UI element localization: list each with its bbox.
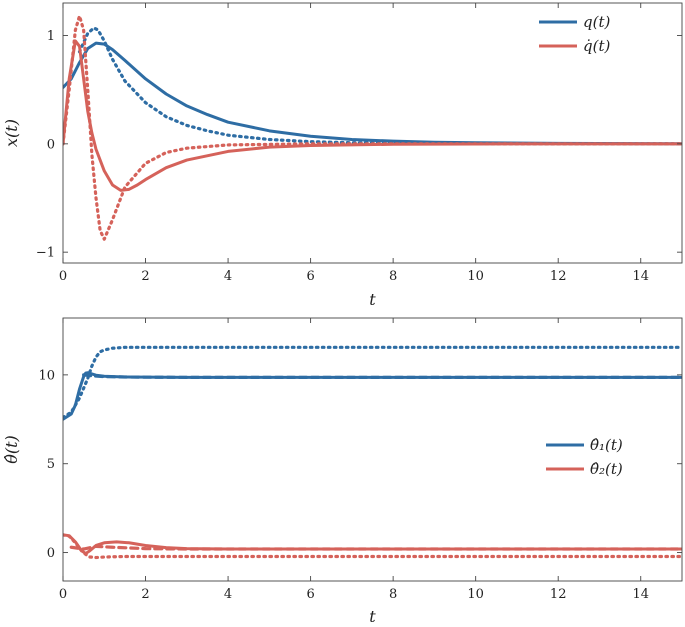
x-tick-label: 14 — [632, 269, 649, 284]
x-tick-label: 6 — [306, 269, 314, 284]
series-line-red-dashed — [69, 544, 682, 551]
series-line-blue-dashed — [82, 373, 682, 379]
series-line-blue-solid — [63, 41, 682, 146]
top-panel-x-of-t: 0 2 4 6 8 10 12 14 −1 0 1 t x(t) q(t) q̇(t) — [2, 2, 683, 309]
y-axis-label: θ̂(t) — [2, 435, 21, 464]
x-tick-label: 12 — [550, 587, 567, 602]
y-tick-label: −1 — [36, 246, 55, 261]
legend: θ̂₁(t) θ̂₂(t) — [546, 436, 623, 478]
plot-frame — [62, 317, 683, 582]
y-axis-label: x(t) — [2, 119, 21, 147]
y-tick-label: 0 — [47, 137, 55, 152]
x-tick-label: 2 — [141, 269, 149, 284]
legend-label: θ̂₁(t) — [590, 436, 623, 454]
x-tick-label: 6 — [306, 587, 314, 602]
legend: q(t) q̇(t) — [539, 13, 610, 55]
series-line-red-dotted — [63, 14, 682, 241]
x-tick-label: 10 — [467, 587, 484, 602]
series-line-red-solid — [63, 533, 682, 555]
bottom-panel-theta-hat: 0 2 4 6 8 10 12 14 0 5 10 t θ̂(t) θ̂₁(t) θ̂₂(t) — [2, 317, 683, 626]
series-line-blue-dotted — [63, 345, 682, 420]
x-tick-label: 0 — [59, 269, 67, 284]
series-group — [63, 14, 682, 241]
x-tick-label: 4 — [224, 587, 232, 602]
x-axis-label: t — [369, 290, 376, 309]
x-tick-label: 14 — [632, 587, 649, 602]
legend-label: q(t) — [583, 13, 610, 31]
x-tick-label: 10 — [467, 269, 484, 284]
x-tick-label: 12 — [550, 269, 567, 284]
series-line-red-solid — [63, 39, 682, 192]
x-axis-label: t — [369, 607, 376, 626]
x-tick-label: 8 — [389, 269, 397, 284]
series-line-red-dotted — [63, 533, 682, 560]
legend-label: q̇(t) — [583, 37, 610, 55]
y-tick-label: 10 — [38, 368, 55, 383]
y-tick-label: 5 — [47, 457, 55, 472]
x-tick-label: 4 — [224, 269, 232, 284]
plot-frame — [62, 2, 683, 264]
series-line-blue-solid — [63, 371, 682, 421]
series-line-blue-dotted — [77, 26, 682, 146]
y-tick-label: 1 — [47, 29, 55, 44]
legend-label: θ̂₂(t) — [590, 460, 623, 478]
x-tick-label: 2 — [141, 587, 149, 602]
y-tick-label: 0 — [47, 546, 55, 561]
x-tick-label: 8 — [389, 587, 397, 602]
x-tick-label: 0 — [59, 587, 67, 602]
series-group — [63, 345, 682, 560]
